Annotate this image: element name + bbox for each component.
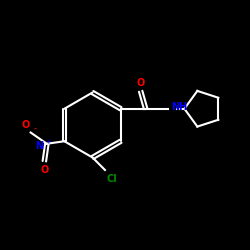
- Text: O: O: [21, 120, 29, 130]
- Text: +: +: [46, 139, 52, 145]
- Text: O: O: [136, 78, 145, 88]
- Text: Cl: Cl: [106, 174, 117, 184]
- Text: NH: NH: [171, 102, 187, 113]
- Text: -: -: [33, 124, 36, 133]
- Text: O: O: [40, 165, 48, 175]
- Text: N: N: [35, 141, 43, 151]
